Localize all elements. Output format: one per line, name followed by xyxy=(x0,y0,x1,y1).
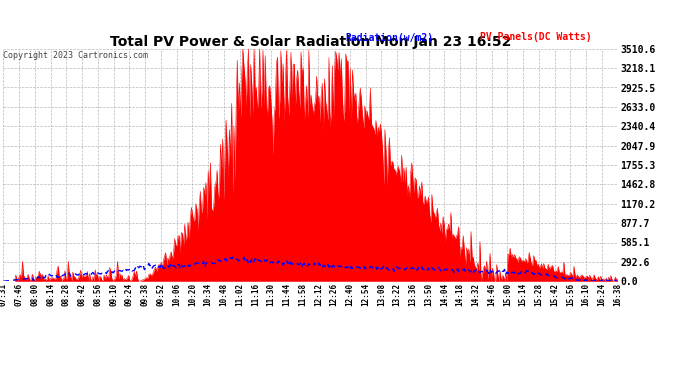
Title: Total PV Power & Solar Radiation Mon Jan 23 16:52: Total PV Power & Solar Radiation Mon Jan… xyxy=(110,35,511,49)
Text: Radiation(w/m2): Radiation(w/m2) xyxy=(345,33,433,42)
Text: PV Panels(DC Watts): PV Panels(DC Watts) xyxy=(480,33,591,42)
Text: Copyright 2023 Cartronics.com: Copyright 2023 Cartronics.com xyxy=(3,51,148,60)
